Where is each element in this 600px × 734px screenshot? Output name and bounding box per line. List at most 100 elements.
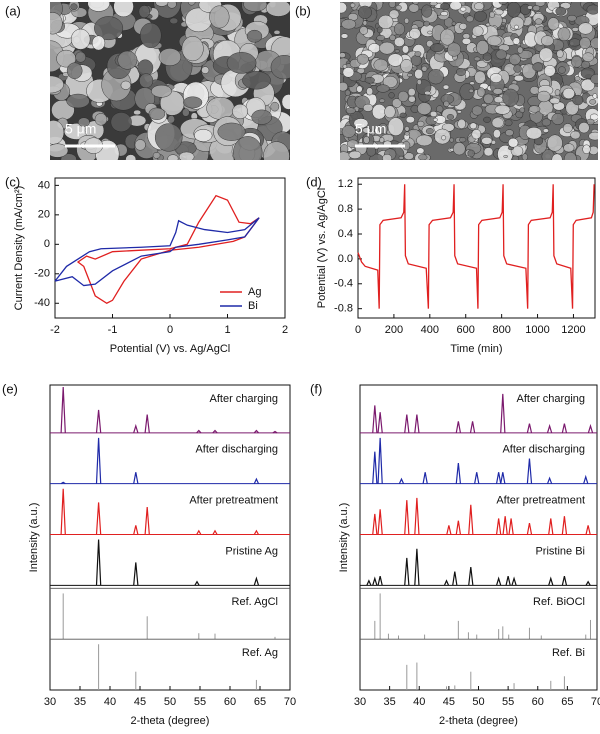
grain <box>139 22 162 49</box>
peak <box>526 522 533 535</box>
grain <box>342 67 355 78</box>
grain <box>356 53 369 65</box>
grain <box>456 110 462 114</box>
grain <box>388 9 400 19</box>
grain <box>94 113 108 126</box>
grain <box>474 70 486 84</box>
x-tick-label: 1 <box>224 324 230 336</box>
x-tick-label: 55 <box>502 696 514 708</box>
x-tick-label: 30 <box>44 696 56 708</box>
peak <box>144 507 150 535</box>
peak <box>372 576 378 586</box>
grain <box>459 6 467 12</box>
grain <box>232 136 263 160</box>
grain <box>265 2 290 17</box>
x-axis-label: 2-theta (degree) <box>439 715 518 727</box>
grain <box>242 71 271 90</box>
x-tick-label: 50 <box>472 696 484 708</box>
grain <box>473 2 485 11</box>
grain <box>251 109 273 125</box>
peak <box>212 529 218 535</box>
peak <box>398 477 405 484</box>
panel-label: (d) <box>306 174 322 189</box>
grain <box>537 90 551 103</box>
peak <box>414 548 420 586</box>
grain <box>429 110 438 118</box>
grain <box>489 11 495 19</box>
panel-label: (a) <box>5 3 21 18</box>
grain <box>349 2 356 8</box>
grain <box>344 89 351 97</box>
grains <box>340 2 598 160</box>
grain <box>113 2 134 18</box>
grain <box>376 84 390 93</box>
x-tick-label: 45 <box>443 696 455 708</box>
x-tick-label: 55 <box>194 696 206 708</box>
grain <box>574 76 581 81</box>
peak <box>272 430 278 434</box>
peak <box>500 393 506 433</box>
grain <box>578 22 594 35</box>
grain <box>579 37 591 50</box>
peak <box>212 429 218 434</box>
grain <box>393 22 406 36</box>
grain <box>408 95 416 103</box>
grain <box>446 114 455 120</box>
grain <box>181 36 204 62</box>
grain <box>430 43 444 53</box>
grain <box>542 128 549 133</box>
grain <box>590 37 598 49</box>
grain <box>417 120 425 127</box>
grain <box>407 87 416 97</box>
grain <box>117 50 138 70</box>
grain <box>506 2 521 18</box>
grain <box>416 147 425 154</box>
grain <box>525 126 543 140</box>
grain <box>562 123 573 134</box>
grain <box>406 72 413 78</box>
grain <box>169 17 179 25</box>
peak <box>196 429 202 434</box>
grain <box>376 26 383 34</box>
grain <box>134 139 146 151</box>
grain <box>382 75 398 89</box>
data-line <box>357 184 595 309</box>
grain <box>366 87 374 96</box>
grain <box>582 144 591 155</box>
grain <box>469 122 477 130</box>
peak <box>196 529 202 535</box>
peak <box>144 414 150 433</box>
plot-frame <box>49 384 291 691</box>
grain <box>432 117 438 122</box>
grain <box>399 112 407 118</box>
grain <box>494 104 511 115</box>
grain <box>270 55 290 80</box>
peak <box>95 502 102 535</box>
grain <box>549 97 561 105</box>
peak <box>508 518 514 535</box>
trace-label: Pristine Bi <box>535 545 585 557</box>
peak <box>133 472 139 484</box>
grain <box>91 35 106 51</box>
grain <box>405 116 415 124</box>
peak <box>133 423 139 434</box>
grain <box>50 12 63 35</box>
grain <box>589 99 597 105</box>
grain <box>498 2 508 5</box>
grain <box>568 38 581 47</box>
grain <box>534 18 543 25</box>
peak <box>585 580 591 586</box>
trace-label: After charging <box>517 393 585 405</box>
grain <box>557 27 571 42</box>
peak <box>446 525 452 535</box>
grain <box>120 80 131 90</box>
grain <box>447 42 462 57</box>
grain <box>570 130 581 140</box>
y-tick-label: 0.4 <box>338 228 353 240</box>
x-tick-label: 1200 <box>561 324 585 336</box>
grain <box>371 103 387 120</box>
peak <box>585 525 591 535</box>
grain <box>451 21 457 26</box>
grain <box>449 137 455 143</box>
grain <box>540 35 554 47</box>
